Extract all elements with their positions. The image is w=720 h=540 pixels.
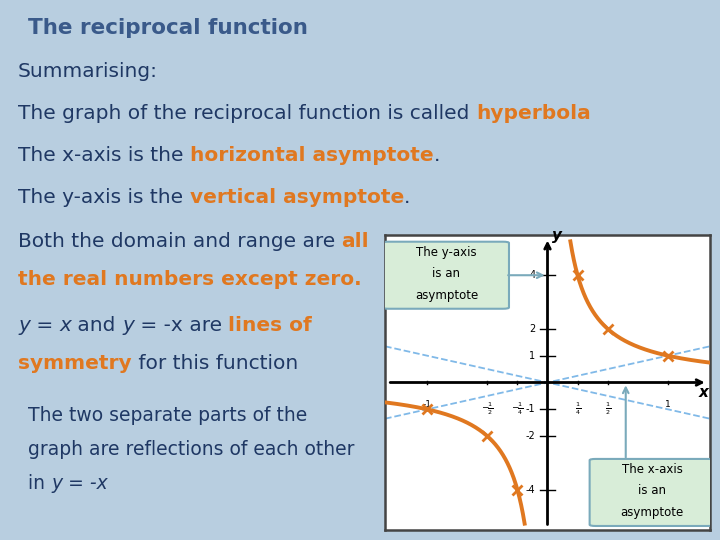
Text: asymptote: asymptote bbox=[415, 289, 478, 302]
Text: y: y bbox=[122, 316, 134, 335]
Text: The y-axis is the: The y-axis is the bbox=[18, 188, 189, 207]
Text: is an: is an bbox=[638, 484, 666, 497]
Text: x: x bbox=[60, 316, 71, 335]
Text: in: in bbox=[28, 474, 51, 493]
Text: all: all bbox=[341, 232, 369, 251]
Text: x: x bbox=[699, 385, 709, 400]
Text: symmetry: symmetry bbox=[18, 354, 132, 373]
Text: The two separate parts of the: The two separate parts of the bbox=[28, 406, 307, 425]
Text: 2: 2 bbox=[529, 324, 536, 334]
Text: 1: 1 bbox=[529, 350, 536, 361]
Text: is an: is an bbox=[433, 267, 460, 280]
Text: graph are reflections of each other: graph are reflections of each other bbox=[28, 440, 354, 459]
Text: lines of: lines of bbox=[228, 316, 312, 335]
Text: the real numbers except zero.: the real numbers except zero. bbox=[18, 270, 361, 289]
Text: 4: 4 bbox=[529, 270, 536, 280]
Text: y = -x: y = -x bbox=[51, 474, 108, 493]
Text: The y-axis: The y-axis bbox=[416, 246, 477, 259]
FancyBboxPatch shape bbox=[382, 242, 509, 309]
Text: $-\!\frac{1}{2}$: $-\!\frac{1}{2}$ bbox=[481, 400, 493, 416]
Text: vertical asymptote: vertical asymptote bbox=[189, 188, 404, 207]
FancyBboxPatch shape bbox=[590, 459, 714, 526]
Text: .: . bbox=[433, 146, 440, 165]
Text: 1: 1 bbox=[665, 400, 671, 409]
Text: -1: -1 bbox=[526, 404, 536, 414]
Text: .: . bbox=[404, 188, 410, 207]
Text: asymptote: asymptote bbox=[621, 506, 684, 519]
Text: y: y bbox=[552, 228, 562, 244]
Text: -1: -1 bbox=[423, 400, 431, 409]
Text: The x-axis is the: The x-axis is the bbox=[18, 146, 190, 165]
Text: are: are bbox=[183, 316, 228, 335]
Text: -4: -4 bbox=[526, 485, 536, 495]
Text: for this function: for this function bbox=[132, 354, 298, 373]
Text: = -x: = -x bbox=[134, 316, 183, 335]
Text: =: = bbox=[30, 316, 60, 335]
Text: The x-axis: The x-axis bbox=[622, 463, 683, 476]
Text: and: and bbox=[71, 316, 122, 335]
Text: The reciprocal function: The reciprocal function bbox=[28, 18, 308, 38]
Text: $\frac{1}{4}$: $\frac{1}{4}$ bbox=[575, 400, 580, 416]
Text: y: y bbox=[18, 316, 30, 335]
Text: Both the domain and range are: Both the domain and range are bbox=[18, 232, 341, 251]
Text: $\frac{1}{2}$: $\frac{1}{2}$ bbox=[605, 400, 611, 416]
Text: horizontal asymptote: horizontal asymptote bbox=[190, 146, 433, 165]
Text: hyperbola: hyperbola bbox=[476, 104, 590, 123]
Text: -2: -2 bbox=[526, 431, 536, 441]
Text: Summarising:: Summarising: bbox=[18, 62, 158, 81]
Text: The graph of the reciprocal function is called: The graph of the reciprocal function is … bbox=[18, 104, 476, 123]
Text: $-\!\frac{1}{4}$: $-\!\frac{1}{4}$ bbox=[511, 400, 523, 416]
